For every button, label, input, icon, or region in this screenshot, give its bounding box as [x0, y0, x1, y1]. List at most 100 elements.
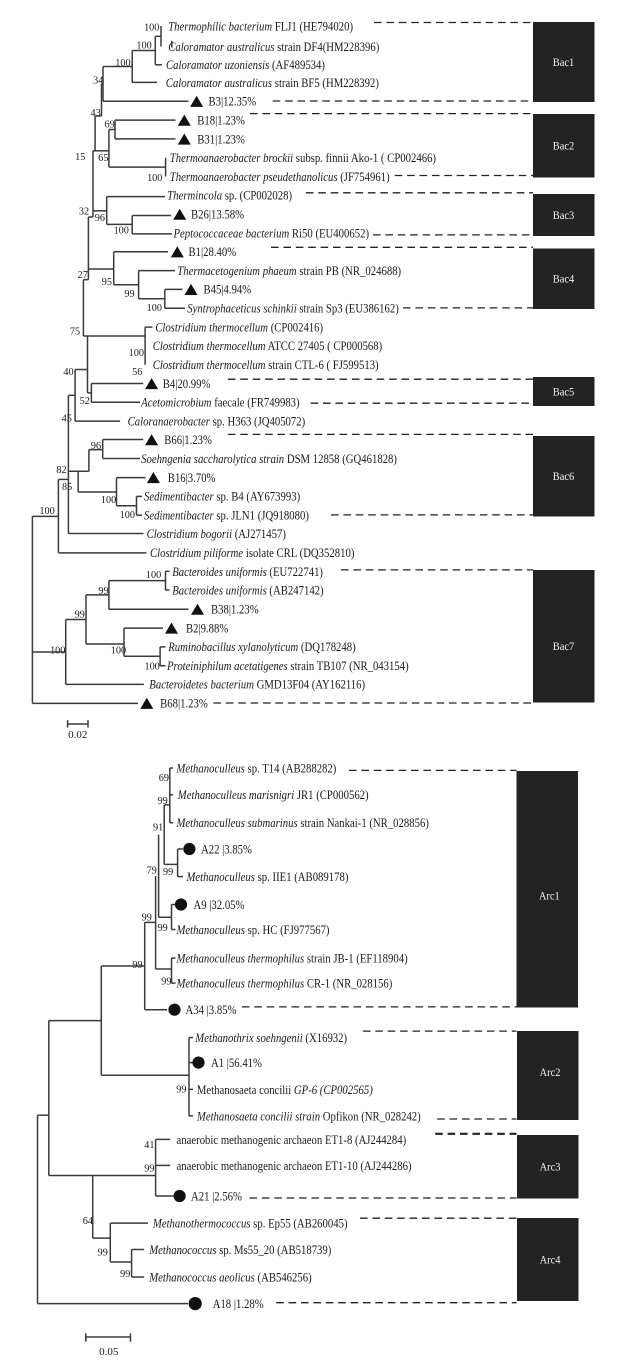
svg-text:B45|4.94%: B45|4.94%: [204, 282, 252, 297]
svg-text:41: 41: [144, 1140, 154, 1151]
svg-text:64: 64: [83, 1216, 94, 1227]
svg-text:99: 99: [161, 976, 171, 987]
svg-text:15: 15: [75, 152, 85, 163]
svg-text:Proteiniphilum acetatigenes st: Proteiniphilum acetatigenes strain TB107…: [166, 658, 409, 673]
svg-text:Methanoculleus submarinus stra: Methanoculleus submarinus strain Nankai-…: [176, 815, 429, 830]
svg-text:Methanoculleus sp. HC (FJ97756: Methanoculleus sp. HC (FJ977567): [176, 922, 330, 937]
svg-text:Methanosaeta concilii strain O: Methanosaeta concilii strain Opfikon (NR…: [196, 1108, 421, 1123]
svg-text:Soehngenia saccharolytica stra: Soehngenia saccharolytica strain DSM 128…: [141, 451, 397, 466]
svg-text:99: 99: [98, 1247, 108, 1258]
svg-text:40: 40: [63, 367, 73, 378]
svg-text:B4|20.99%: B4|20.99%: [163, 376, 211, 391]
svg-text:A1 |56.41%: A1 |56.41%: [211, 1055, 262, 1070]
svg-text:100: 100: [120, 510, 135, 521]
svg-text:Clostridium thermocellum ATCC: Clostridium thermocellum ATCC 27405 ( CP…: [153, 338, 383, 353]
svg-text:Bac7: Bac7: [553, 641, 575, 654]
svg-text:B66|1.23%: B66|1.23%: [164, 432, 212, 447]
svg-text:Peptococcaceae bacterium Ri50: Peptococcaceae bacterium Ri50 (EU400652): [173, 225, 369, 240]
svg-text:99: 99: [132, 960, 142, 971]
svg-text:100: 100: [50, 645, 65, 656]
svg-text:43: 43: [90, 108, 100, 119]
svg-text:96: 96: [91, 441, 101, 452]
svg-text:52: 52: [80, 396, 90, 407]
svg-text:99: 99: [157, 923, 167, 934]
svg-text:99: 99: [120, 1269, 130, 1280]
svg-text:Methanosaeta concilii GP-6 (CP: Methanosaeta concilii GP-6 (CP002565): [197, 1082, 373, 1097]
svg-text:85: 85: [62, 482, 72, 493]
svg-text:100: 100: [114, 225, 129, 236]
svg-text:Methanothermococcus sp. Ep55 (: Methanothermococcus sp. Ep55 (AB260045): [152, 1216, 348, 1231]
svg-text:32: 32: [79, 206, 89, 217]
svg-text:Bac3: Bac3: [553, 209, 575, 222]
svg-text:Bac1: Bac1: [553, 56, 574, 69]
svg-text:Thermoanaerobacter brockii sub: Thermoanaerobacter brockii subsp. finnii…: [170, 150, 436, 165]
svg-text:Arc1: Arc1: [539, 890, 560, 903]
svg-text:A22 |3.85%: A22 |3.85%: [201, 841, 252, 856]
svg-text:96: 96: [95, 213, 105, 224]
svg-text:B31|1.23%: B31|1.23%: [197, 131, 245, 146]
svg-text:100: 100: [136, 40, 151, 51]
svg-text:69: 69: [159, 773, 169, 784]
svg-text:A34 |3.85%: A34 |3.85%: [186, 1002, 237, 1017]
svg-text:100: 100: [39, 506, 54, 517]
svg-text:99: 99: [163, 867, 173, 878]
svg-text:Bacteroidetes bacterium GMD13F: Bacteroidetes bacterium GMD13F04 (AY1621…: [149, 677, 365, 692]
svg-text:Methanococcus sp. Ms55_20 (AB5: Methanococcus sp. Ms55_20 (AB518739): [148, 1242, 331, 1257]
svg-text:99: 99: [157, 796, 167, 807]
svg-text:A21 |2.56%: A21 |2.56%: [191, 1188, 242, 1203]
svg-text:100: 100: [147, 173, 162, 184]
svg-text:100: 100: [101, 495, 116, 506]
svg-text:Sedimentibacter sp. JLN1 (JQ91: Sedimentibacter sp. JLN1 (JQ918080): [144, 508, 309, 523]
svg-text:Methanococcus aeolicus (AB5462: Methanococcus aeolicus (AB546256): [148, 1269, 311, 1284]
svg-text:100: 100: [146, 570, 161, 581]
svg-text:65: 65: [98, 153, 108, 164]
svg-text:anaerobic methanogenic archaeo: anaerobic methanogenic archaeon ET1-10 (…: [177, 1158, 412, 1173]
svg-text:B1|28.40%: B1|28.40%: [189, 244, 237, 259]
svg-text:79: 79: [147, 865, 157, 876]
svg-text:27: 27: [78, 270, 88, 281]
svg-text:Methanothrix soehngenii (X1693: Methanothrix soehngenii (X16932): [194, 1030, 347, 1045]
svg-text:82: 82: [56, 465, 66, 476]
svg-text:Caloramator australicus strain: Caloramator australicus strain DF4(HM228…: [168, 39, 379, 54]
svg-text:B18|1.23%: B18|1.23%: [197, 113, 245, 128]
svg-text:100: 100: [144, 22, 159, 33]
svg-text:99: 99: [75, 609, 85, 620]
svg-text:Methanoculleus thermophilus st: Methanoculleus thermophilus strain JB-1 …: [176, 951, 408, 966]
svg-text:Bac4: Bac4: [553, 273, 575, 286]
svg-text:Thermacetogenium phaeum strain: Thermacetogenium phaeum strain PB (NR_02…: [177, 263, 401, 278]
svg-text:B38|1.23%: B38|1.23%: [211, 602, 259, 617]
svg-text:A9 |32.05%: A9 |32.05%: [194, 897, 245, 912]
svg-text:100: 100: [147, 303, 162, 314]
svg-text:Arc2: Arc2: [540, 1066, 561, 1079]
svg-text:75: 75: [70, 326, 80, 337]
svg-text:100: 100: [111, 645, 126, 656]
svg-text:99: 99: [124, 289, 134, 300]
svg-text:B3|12.35%: B3|12.35%: [209, 94, 257, 109]
svg-text:Caloranaerobacter sp. H363 (JQ: Caloranaerobacter sp. H363 (JQ405072): [128, 413, 306, 428]
svg-text:0.05: 0.05: [99, 1346, 119, 1358]
svg-text:B26|13.58%: B26|13.58%: [191, 207, 244, 222]
svg-text:Bacteroides uniformis (EU72274: Bacteroides uniformis (EU722741): [172, 564, 323, 579]
svg-text:91: 91: [153, 822, 163, 833]
svg-text:56: 56: [132, 367, 142, 378]
svg-text:100: 100: [115, 58, 130, 69]
svg-text:100: 100: [144, 661, 159, 672]
svg-text:Syntrophaceticus schinkii stra: Syntrophaceticus schinkii strain Sp3 (EU…: [187, 301, 399, 316]
svg-text:99: 99: [98, 586, 108, 597]
svg-text:99: 99: [142, 912, 152, 923]
svg-text:Ruminobacillus xylanolyticum (: Ruminobacillus xylanolyticum (DQ178248): [167, 639, 355, 654]
svg-text:Methanoculleus marisnigri JR1: Methanoculleus marisnigri JR1 (CP000562): [177, 787, 369, 802]
svg-text:95: 95: [102, 277, 112, 288]
svg-text:Clostridium piliforme isolate: Clostridium piliforme isolate CRL (DQ352…: [150, 545, 354, 560]
svg-text:Acetomicrobium faecale (FR7499: Acetomicrobium faecale (FR749983): [140, 395, 299, 410]
svg-text:99: 99: [176, 1084, 186, 1095]
svg-text:A18 |1.28%: A18 |1.28%: [213, 1296, 264, 1311]
svg-text:99: 99: [144, 1163, 154, 1174]
svg-text:100: 100: [129, 348, 144, 359]
svg-text:B2|9.88%: B2|9.88%: [186, 620, 228, 635]
svg-text:anaerobic methanogenic archaeo: anaerobic methanogenic archaeon ET1-8 (A…: [177, 1132, 407, 1147]
svg-text:Arc3: Arc3: [540, 1161, 561, 1174]
svg-text:B16|3.70%: B16|3.70%: [168, 470, 216, 485]
svg-text:Caloramator australicus strain: Caloramator australicus strain BF5 (HM22…: [166, 75, 379, 90]
svg-text:Clostridium thermocellum strai: Clostridium thermocellum strain CTL-6 ( …: [153, 357, 379, 372]
